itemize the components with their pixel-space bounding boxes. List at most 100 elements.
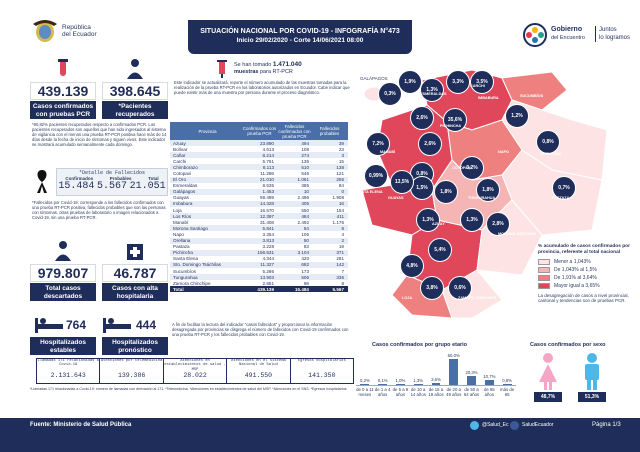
age-category-label: de 5 a 9 años [392,387,409,397]
facebook-handle[interactable]: SaludEcuador [522,422,554,428]
table-cell: 14.328 [259,201,274,207]
table-cell: 274 [301,152,309,158]
table-cell: Santa Elena [173,256,199,262]
table-cell: 1.453 [262,189,275,195]
deceased-title: *Detalle de Fallecidos [78,170,145,176]
table-row: Cotopaxi 11.286 546 121 [170,170,348,176]
gobierno-logo-icon [523,23,547,47]
stable-value: 764 [66,318,87,332]
age-value-label: 0,8% [502,378,512,383]
ecuador-coat-of-arms-icon [33,20,57,42]
table-row: Guayas 59.499 2.496 1.908 [170,195,348,201]
female-icon [539,353,557,390]
table-cell: Guayas [173,195,189,201]
table-row: Manabí 31.408 2.492 1.176 [170,219,348,225]
table-cell: 142 [336,262,344,268]
galapagos-label: GALÁPAGOS [360,76,388,81]
samples-suffix: muestras [234,68,259,75]
services-value: 2.131.643 [50,372,86,379]
table-row: Tungurahua 13.903 506 336 [170,274,348,281]
age-bar [360,384,370,385]
table-header: Provincia Confirmados con prueba PCR Fal… [170,122,348,140]
table-cell: 23.890 [259,140,274,146]
hospital-bed-icon [35,318,63,333]
age-category-label: de 15 a 19 años [428,387,444,397]
province-table: Provincia Confirmados con prueba PCR Fal… [170,122,348,293]
recovered-value: 398.645 [102,82,168,100]
reserved-value: 444 [136,318,157,332]
legend-item: De 1,91% al 3,64% [538,274,636,282]
table-cell: 510 [301,164,309,170]
table-row: Zamora Chinchipe 2.851 98 8 [170,280,348,286]
syringe-icon [217,60,227,78]
age-category-label: de 1 a 4 años [374,387,391,397]
table-cell: 84 [338,183,344,189]
table-cell: Galápagos [173,189,196,195]
table-cell: 3 [341,152,344,158]
table-cell: Loja [173,207,182,213]
table-cell: Imbabura [173,201,193,207]
table-row: Sucumbíos 5.286 173 7 [170,268,348,274]
male-percentage: 51,3% [578,392,606,402]
table-cell: 255 [336,177,344,183]
table-cell: 371 [336,250,344,256]
table-cell: Esmeraldas [173,183,198,189]
legend-label: De 1,043% al 1,5% [554,267,597,273]
table-row: Imbabura 14.328 405 16 [170,200,348,208]
services-header: Egresos hospitalarios [297,359,346,363]
age-value-label: 20,3% [465,370,478,376]
gobierno-slogan: Juntos lo logramos [595,26,630,42]
table-cell: 550 [301,207,309,213]
table-cell: Pastaza [173,244,190,250]
table-cell: 83 [303,244,309,250]
table-cell: 506 [301,274,309,280]
table-cell: 420 [301,256,309,262]
services-column: Atenciones en establecimientos de salud … [164,359,228,383]
services-column: Atenciones por telemedicina 139.386 [100,359,164,383]
footer-source: Fuente: Ministerio de Salud Pública [30,422,132,428]
legend-item: Mayor igual a 3,65% [538,282,636,290]
page-subtitle: Inicio 29/02/2020 - Corte 14/06/2021 08:… [236,37,364,44]
table-cell: 5.841 [262,225,275,231]
table-cell: 1.908 [332,195,345,201]
services-value: 28.022 [183,372,207,379]
table-cell: Azuay [173,140,186,146]
table-footer-note: A fin de facilitar la lectura del indica… [172,322,349,337]
table-cell: 156.531 [257,250,274,256]
services-header: Atenciones por telemedicina [100,359,163,363]
table-cell: 15 [338,158,344,164]
age-bar [413,384,423,385]
reserved-label: Hospitalizados pronóstico reservado [102,337,168,361]
legend-item: Menor a 1,043% [538,258,636,266]
age-chart-title: Casos confirmados por grupo etario [372,342,468,348]
services-header: Atenciones en establecimientos de salud … [164,359,226,372]
table-cell: Chimborazo [173,164,198,170]
table-cell: 2.492 [297,219,310,225]
table-row: Azuay 23.890 494 39 [170,140,348,147]
legend-swatch [538,259,550,265]
sex-chart-title: Casos confirmados por sexo [530,342,606,348]
legend-swatch [538,275,550,281]
header-confirmed: Confirmados con prueba PCR [242,126,277,136]
ministry-line-2: del Ecuador [62,31,97,38]
samples-note: Este indicador se actualizará, reporte e… [174,80,350,95]
table-row: Pichincha 156.531 3.104 371 [170,249,348,256]
legend-title: % acumulado de casos confirmados por pro… [538,244,630,255]
age-value-label: 0,1% [377,378,388,383]
table-cell: 0 [341,189,344,195]
table-cell: Tungurahua [173,274,198,280]
gobierno-line-1: Gobierno [551,26,583,33]
table-row: Loja 16.570 550 154 [170,207,348,213]
table-cell: 31.408 [259,219,274,225]
map-note: La desagregación de casos a nivel provin… [538,293,629,303]
table-row: Morona Santiago 5.841 54 8 [170,225,348,232]
table-cell: 16 [338,201,344,207]
samples-box: Se han tomado 1.471.040 muestras para RT… [234,61,302,75]
recovered-note: *90,82% pacientes recuperados respecto a… [32,122,167,147]
table-row: Orellana 3.813 50 2 [170,237,348,244]
table-cell: 4.613 [262,146,275,152]
deceased-header-probable: Probables [109,176,132,181]
age-category-label: de 50 a 64 años [463,387,480,397]
hospital-bed-reserved-icon [103,318,131,333]
twitter-handle[interactable]: @Salud_Ec [482,422,509,428]
